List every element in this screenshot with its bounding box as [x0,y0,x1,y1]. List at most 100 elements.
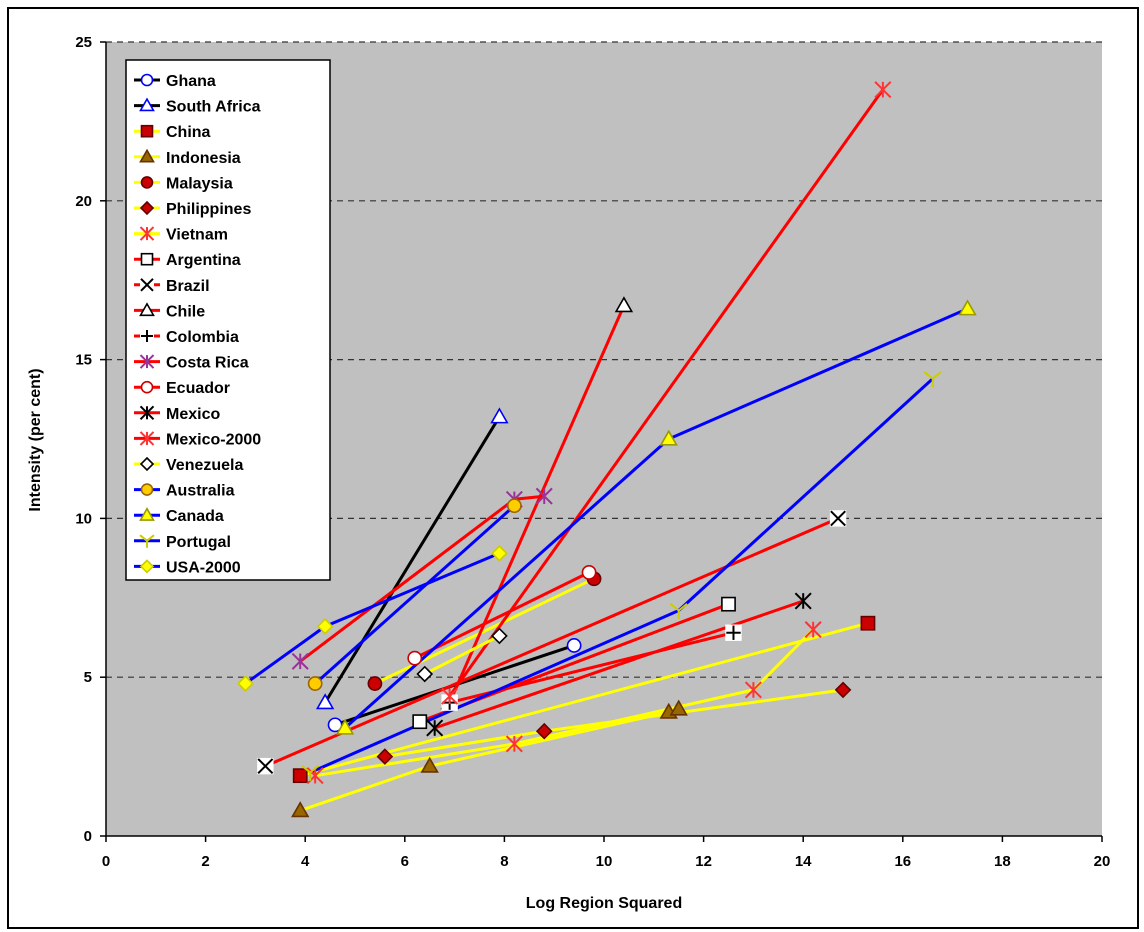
legend-label: Australia [166,483,235,500]
legend-label: South Africa [166,99,261,116]
legend-item-colombia: Colombia [134,329,239,346]
legend-swatch-marker [139,559,155,574]
data-point-argentina [721,596,736,612]
legend-label: Vietnam [166,227,228,244]
legend-item-vietnam: Vietnam [134,226,228,244]
series-line-brazil [264,517,839,768]
data-point-canada [659,429,678,446]
y-axis-ticks: 0 5 10 15 20 25 [75,34,106,845]
y-tick-label: 10 [75,510,92,527]
legend-item-australia: Australia [134,483,235,500]
data-point-philippines [535,722,553,740]
y-tick-label: 20 [75,193,92,210]
data-point-mexico-2000 [441,687,459,705]
legend-item-usa-2000: USA-2000 [134,559,241,576]
data-point-canada [335,718,355,735]
legend-swatch-marker [139,507,155,521]
legend-label: Canada [166,508,224,525]
legend-item-chile: Chile [134,302,205,320]
legend: Ghana South Africa China Indonesia Malaysia P… [125,59,331,581]
data-point-australia [307,676,323,691]
data-point-portugal [669,603,688,619]
data-point-indonesia [669,699,688,716]
data-point-canada [958,299,977,316]
data-point-costa-rica [535,487,553,505]
x-axis-title: Log Region Squared [526,895,682,912]
data-point-ghana [566,638,582,653]
legend-label: China [166,124,211,141]
x-tick-label: 16 [894,853,911,870]
series-line-venezuela [424,634,501,676]
data-point-vietnam [804,621,822,639]
series-line-china [299,621,869,778]
legend-swatch-marker [140,73,154,87]
x-tick-label: 14 [795,853,812,870]
x-tick-label: 2 [201,853,209,870]
x-tick-label: 4 [301,853,310,870]
legend-label: USA-2000 [166,559,241,576]
legend-label: Mexico [166,406,220,423]
legend-item-costa-rica: Costa Rica [134,354,249,372]
data-point-venezuela [416,665,434,683]
series-line-vietnam [314,628,815,778]
data-point-philippines [834,681,852,699]
series-line-south-africa [323,416,501,704]
x-axis-ticks: 0 2 4 6 8 10 12 14 16 18 20 [102,836,1110,870]
data-point-mexico-2000 [874,81,892,99]
legend-item-portugal: Portugal [134,534,231,551]
legend-label: Portugal [166,534,231,551]
data-point-colombia [725,624,742,641]
legend-swatch-marker [139,354,155,369]
legend-label: Ghana [166,73,216,90]
legend-swatch-marker [140,124,154,138]
series-line-australia [314,504,516,685]
data-point-mexico [794,592,812,610]
legend-swatch-marker [140,176,154,189]
data-point-china [860,615,876,631]
legend-swatch-marker [139,200,155,216]
x-tick-label: 6 [401,853,409,870]
legend-item-argentina: Argentina [134,252,241,269]
data-point-mexico [426,719,444,737]
legend-label: Argentina [166,252,241,269]
data-point-vietnam [505,735,523,753]
series-line-malaysia [374,577,595,685]
data-point-ecuador [407,650,423,666]
series-line-mexico [434,599,804,730]
legend-item-brazil: Brazil [134,277,210,295]
legend-swatch-marker [139,226,155,241]
data-point-malaysia [367,676,383,691]
y-axis-title: Intensity (per cent) [27,368,44,511]
legend-swatch-marker [140,277,154,292]
data-point-vietnam [744,681,762,699]
legend-swatch-marker [139,302,155,317]
legend-item-mexico-2000: Mexico-2000 [134,431,261,448]
legend-swatch-marker [139,534,155,548]
x-tick-label: 12 [695,853,712,870]
data-point-brazil [257,757,274,775]
legend-label: Costa Rica [166,355,249,372]
legend-swatch-marker [140,483,154,496]
legend-label: Mexico-2000 [166,431,261,448]
legend-item-china: China [134,124,211,141]
legend-label: Malaysia [166,175,233,192]
legend-label: Colombia [166,329,239,346]
data-point-chile [614,296,634,313]
data-point-australia [506,498,522,514]
legend-label: Brazil [166,278,210,295]
y-tick-label: 0 [84,828,92,845]
legend-item-canada: Canada [134,507,224,525]
data-point-south-africa [315,693,335,710]
data-point-china [292,768,308,784]
x-tick-label: 0 [102,853,110,870]
legend-label: Chile [166,303,205,320]
data-point-costa-rica [291,652,309,670]
legend-item-indonesia: Indonesia [134,148,241,167]
data-point-usa-2000 [491,545,508,562]
y-tick-label: 25 [75,34,92,51]
data-point-portugal [923,371,942,388]
y-tick-label: 5 [84,669,92,686]
legend-item-south-africa: South Africa [134,97,261,116]
legend-swatch-marker [139,97,155,112]
data-point-south-africa [490,407,509,424]
